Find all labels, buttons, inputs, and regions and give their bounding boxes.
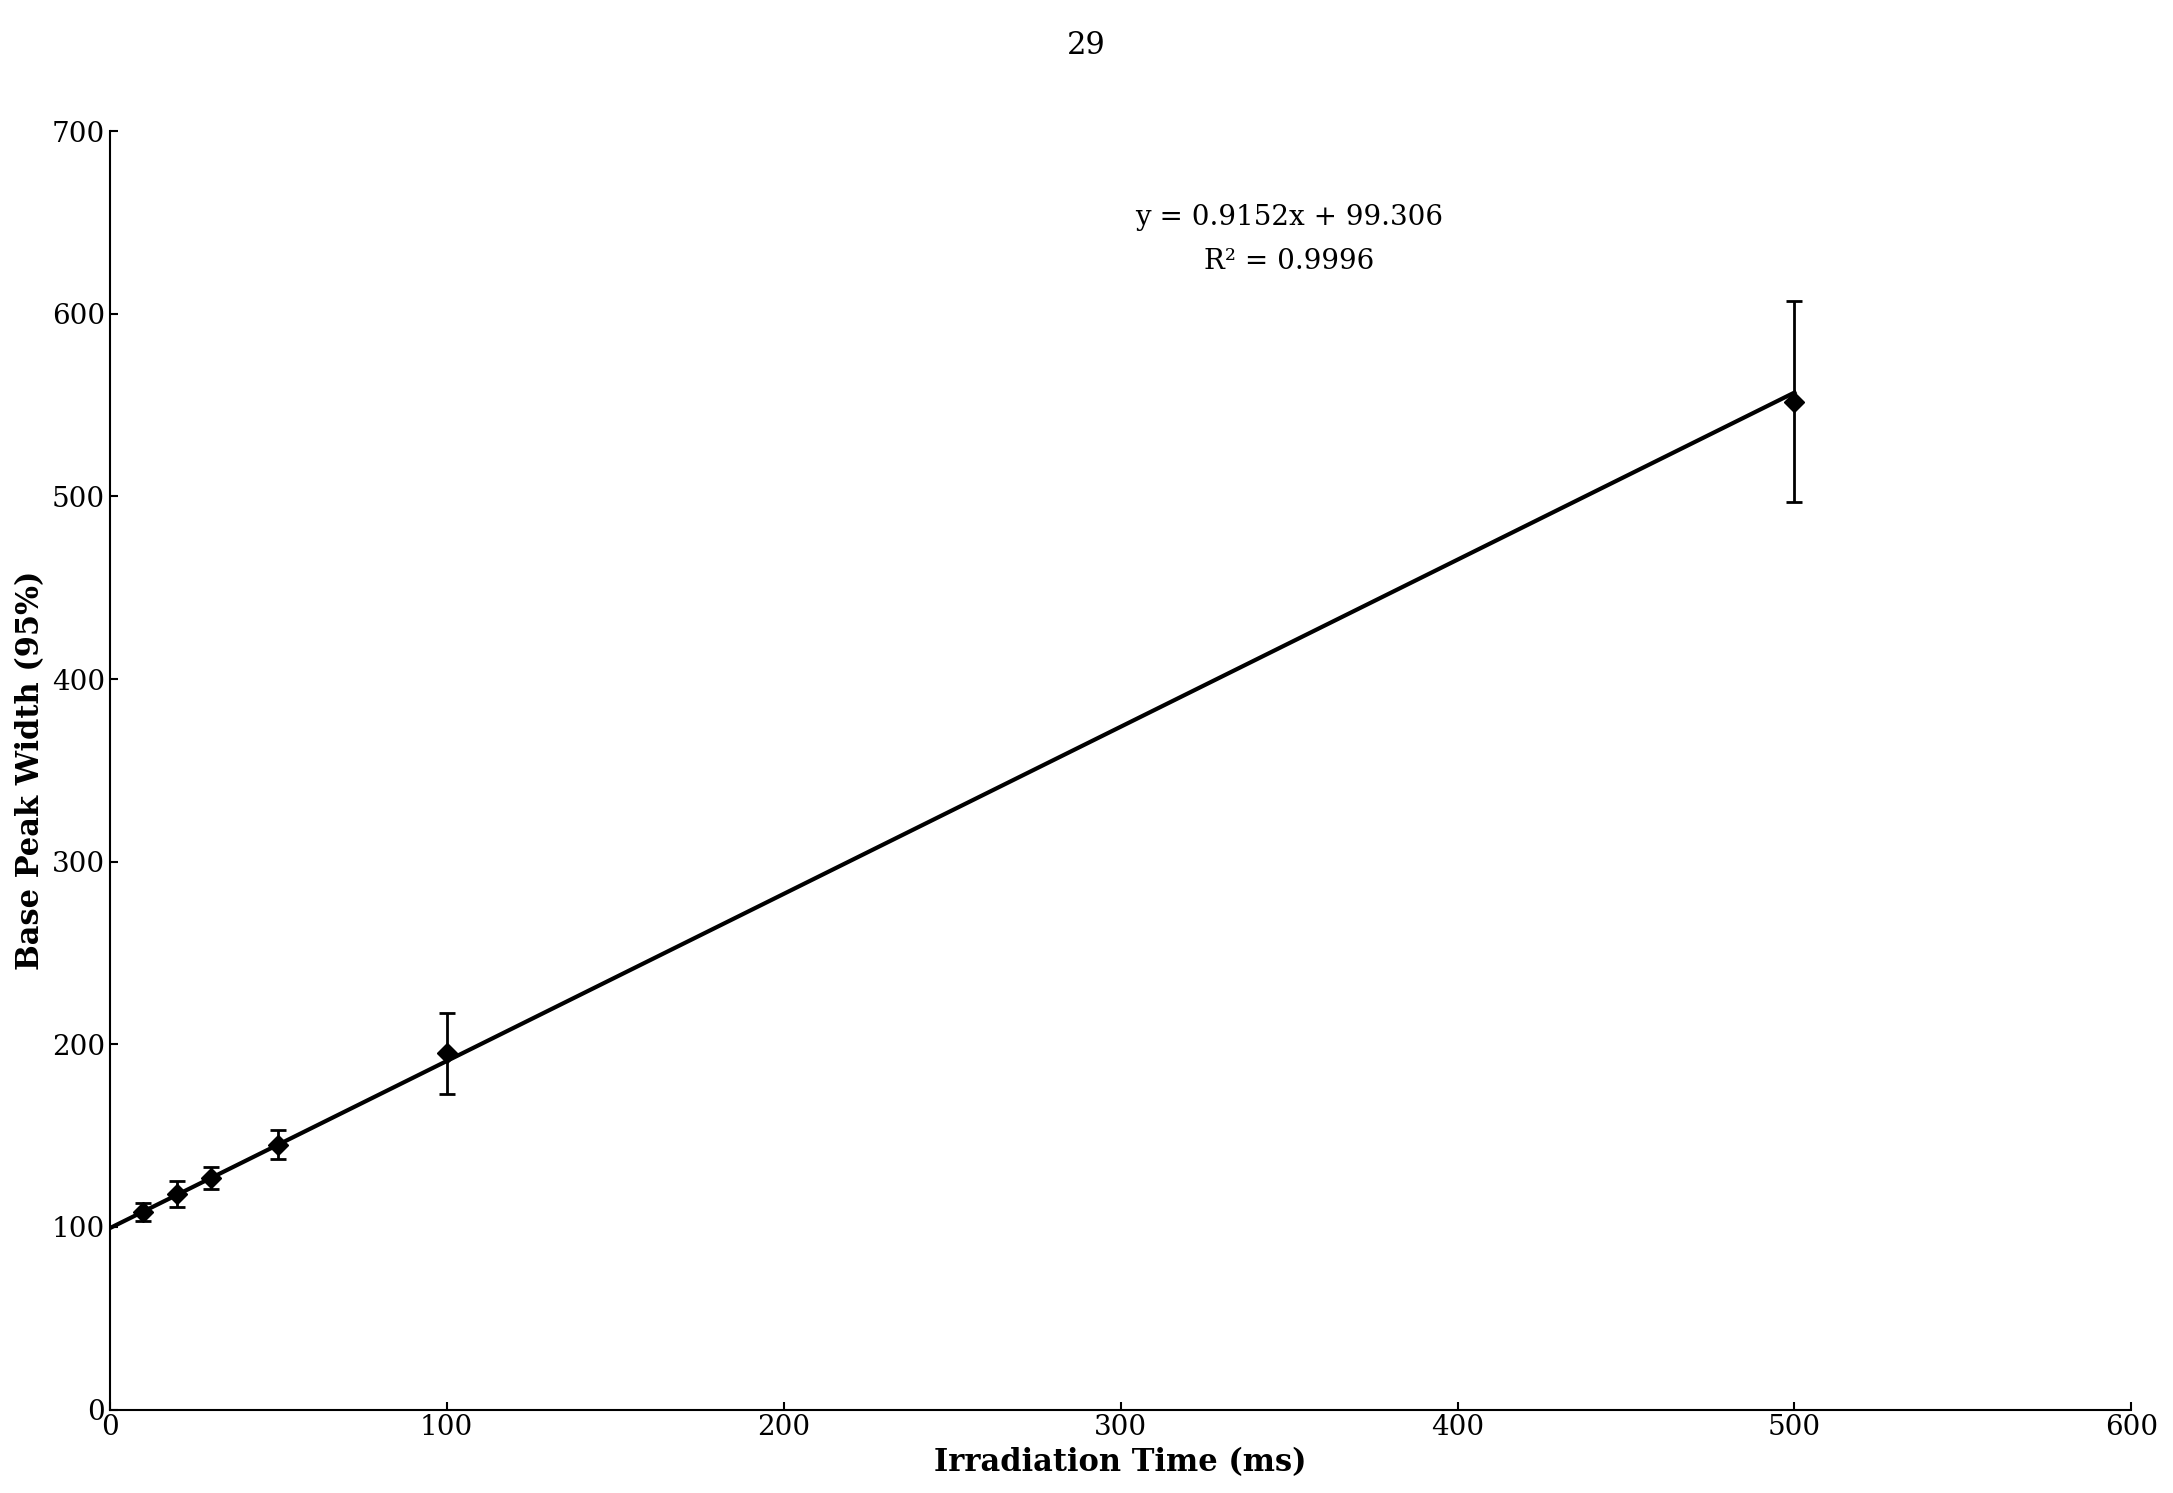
Text: 29: 29 <box>1067 30 1106 61</box>
X-axis label: Irradiation Time (ms): Irradiation Time (ms) <box>934 1447 1306 1478</box>
Text: y = 0.9152x + 99.306
R² = 0.9996: y = 0.9152x + 99.306 R² = 0.9996 <box>1134 205 1443 275</box>
Y-axis label: Base Peak Width (95%): Base Peak Width (95%) <box>15 570 46 970</box>
